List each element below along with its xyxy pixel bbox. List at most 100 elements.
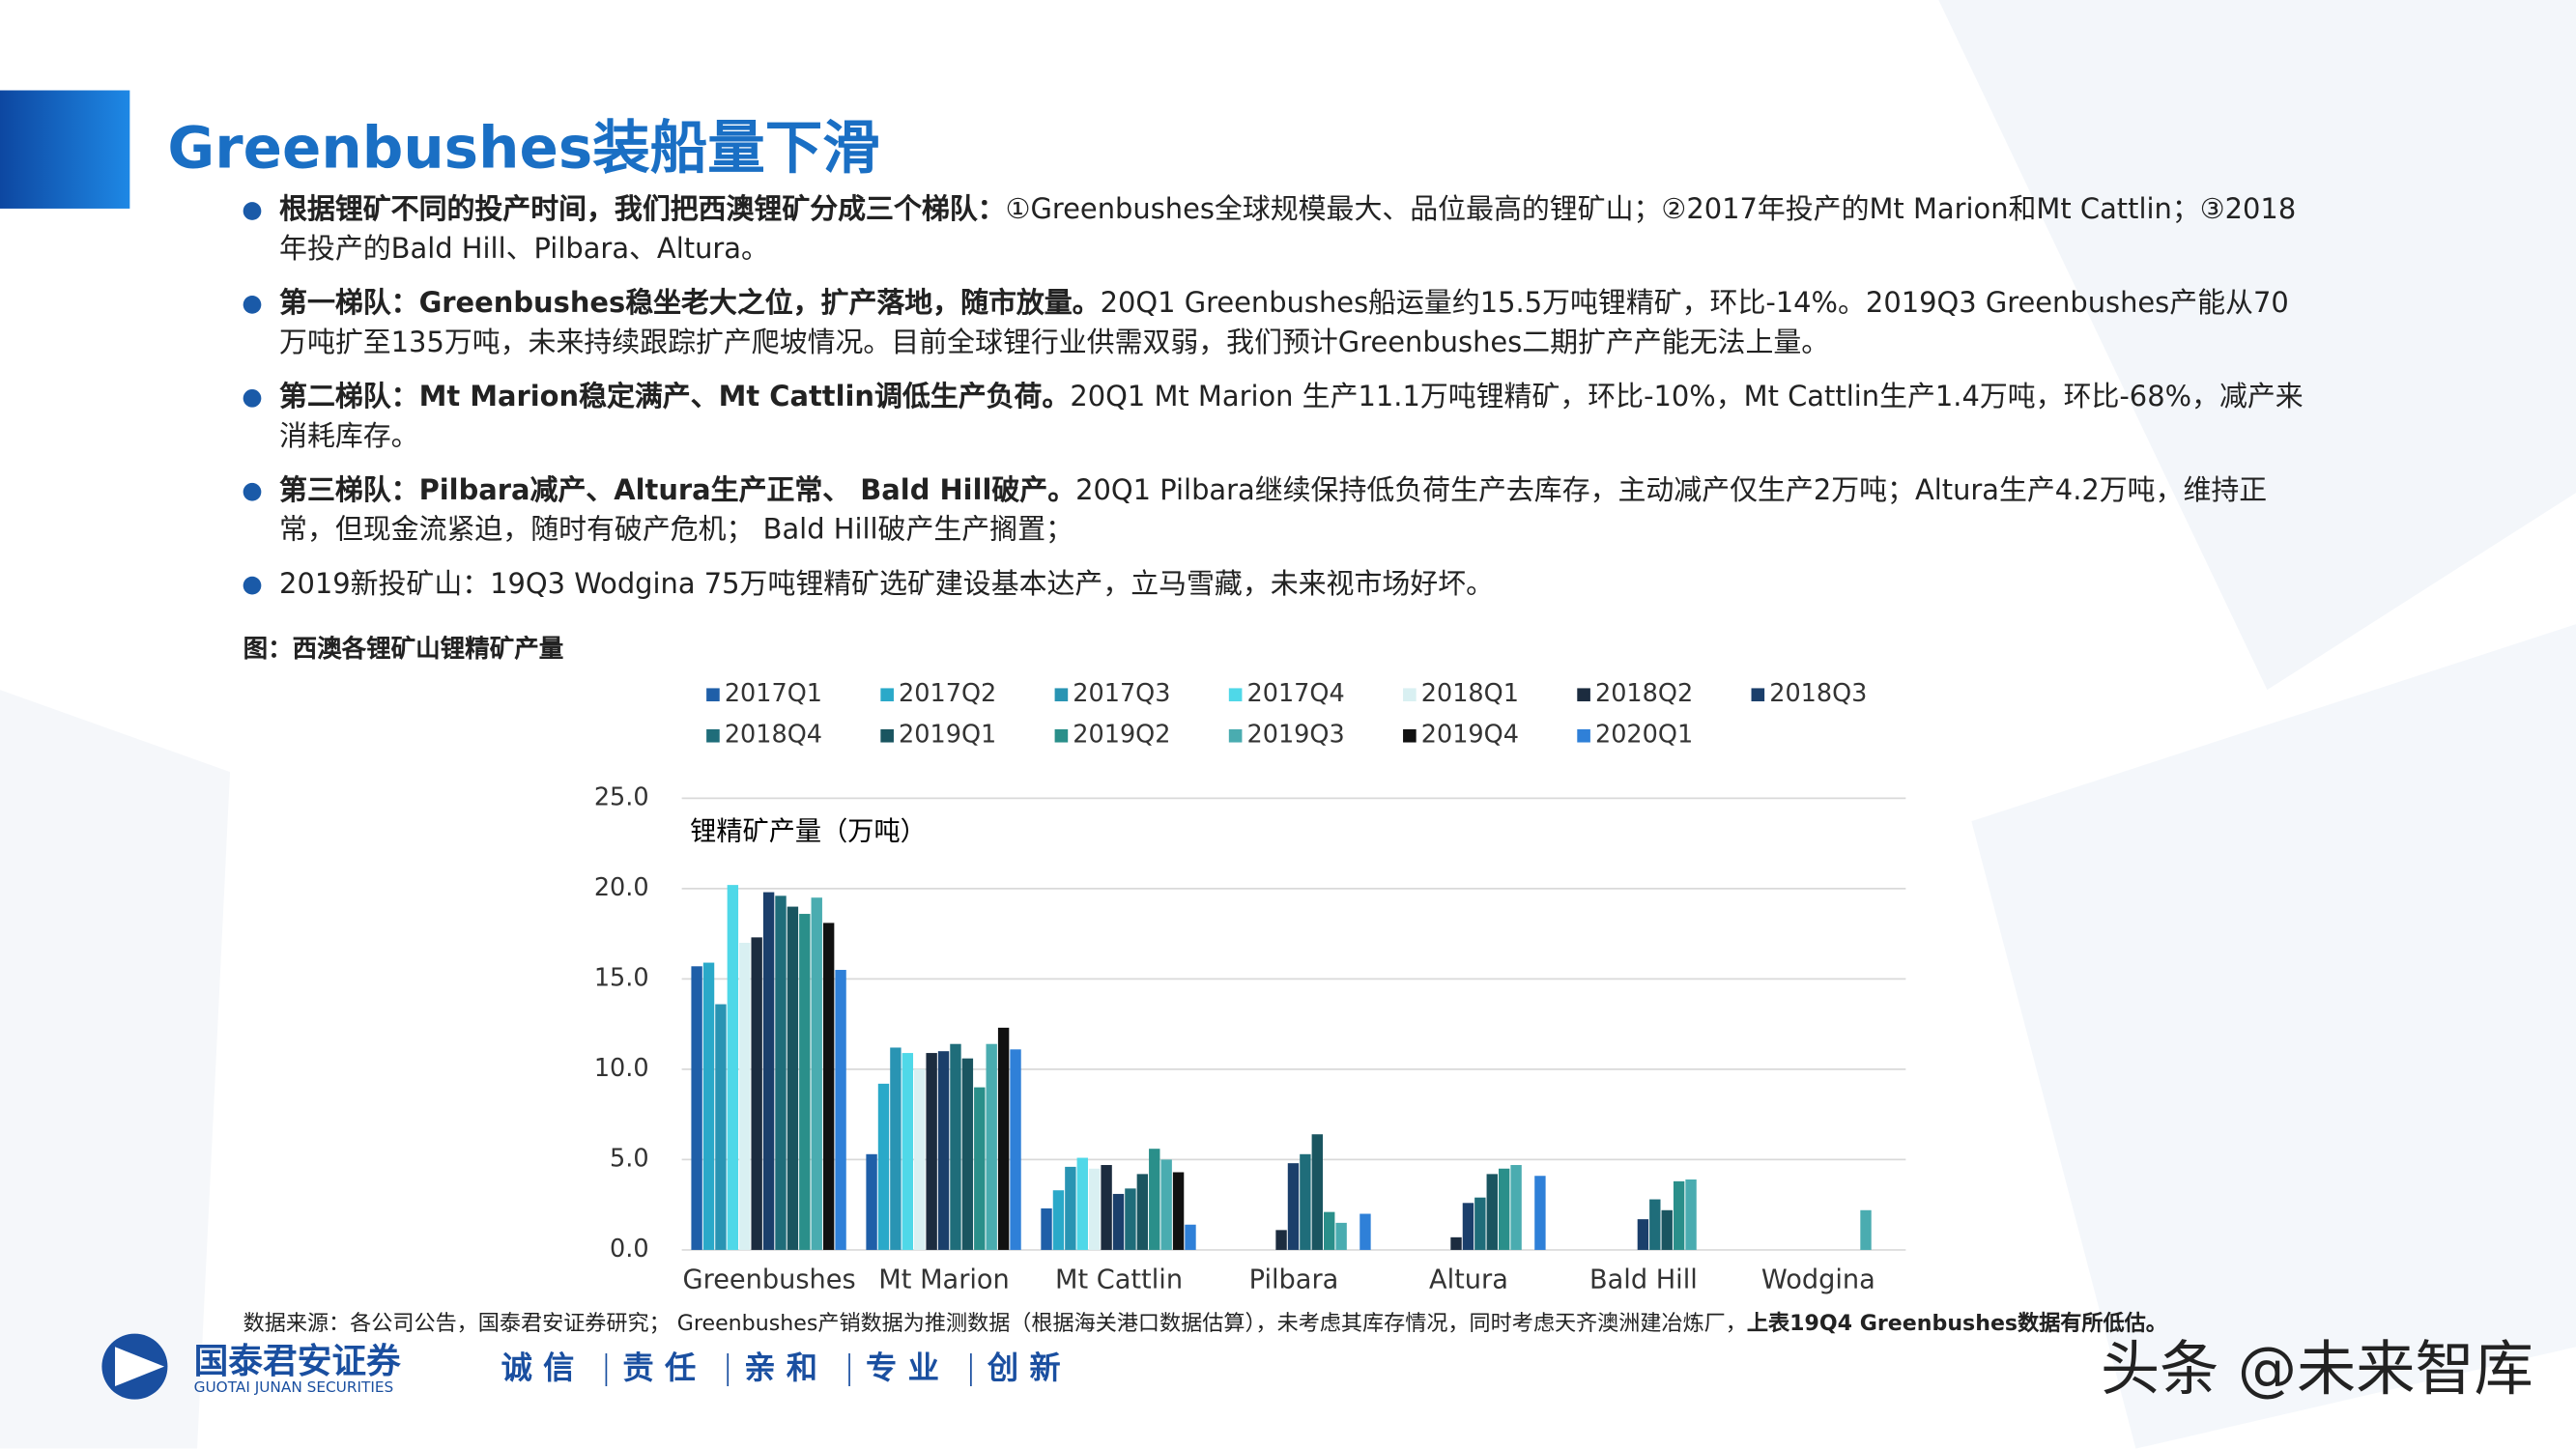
y-tick-label: 25.0: [594, 782, 649, 811]
chart: 锂精矿产量（万吨） 0.0 5.0 10.0 15.0 20.0 25.0 Greenbus…: [594, 679, 1906, 1295]
bar: [1462, 1203, 1474, 1250]
bar: [811, 897, 822, 1250]
bar: [1160, 1159, 1172, 1250]
bar: [727, 885, 739, 1250]
bar: [1136, 1174, 1149, 1250]
bar: [1125, 1188, 1136, 1250]
title-block: [0, 90, 130, 209]
bullet: 第三梯队：Pilbara减产、Altura生产正常、 Bald Hill破产。2…: [243, 473, 2317, 551]
legend-label: 2017Q4: [1247, 679, 1345, 708]
bar: [950, 1043, 961, 1250]
legend-swatch: [1577, 688, 1590, 702]
bar: [1300, 1153, 1311, 1250]
bar: [1486, 1174, 1498, 1250]
bar: [1335, 1222, 1347, 1250]
bullet-text: ①Greenbushes全球规模最大、品位最高的锂矿山；②2017年投产的Mt …: [279, 193, 2297, 266]
bar: [702, 962, 715, 1250]
x-tick-label: Bald Hill: [1589, 1265, 1698, 1295]
footer: 国泰君安证券 GUOTAI JUNAN SECURITIES 诚 信 责 任 亲 和…: [101, 1333, 2533, 1404]
legend-swatch: [706, 728, 720, 743]
x-tick-label: Mt Marion: [878, 1265, 1009, 1295]
slogan-item: 诚 信: [501, 1350, 575, 1386]
bullet-lead: 根据锂矿不同的投产时间，我们把西澳锂矿分成三个梯队：: [279, 193, 1006, 227]
y-tick-label: 10.0: [594, 1054, 649, 1083]
bar: [1076, 1157, 1088, 1250]
bullet-text: 20Q1 Mt Marion 生产11.1万吨锂精矿，环比-10%，Mt Cat…: [279, 381, 2304, 453]
bar: [1287, 1163, 1300, 1250]
bar: [799, 914, 811, 1250]
bullet: 第二梯队：Mt Marion稳定满产、Mt Cattlin调低生产负荷。20Q1…: [243, 380, 2317, 457]
x-tick-label: Mt Cattlin: [1055, 1265, 1183, 1295]
bar: [1360, 1213, 1371, 1250]
bar: [914, 1068, 926, 1250]
legend-label: 2017Q1: [725, 679, 822, 708]
legend-label: 2018Q3: [1769, 679, 1867, 708]
bar: [1498, 1168, 1510, 1250]
slogan-item: 责 任: [622, 1350, 696, 1386]
bar: [1661, 1209, 1673, 1250]
bar: [1637, 1219, 1649, 1250]
bar: [1649, 1199, 1661, 1250]
legend-swatch: [1054, 728, 1069, 743]
legend-swatch: [1403, 688, 1417, 702]
bar: [1324, 1211, 1335, 1250]
bar: [1101, 1165, 1112, 1250]
figure-caption: 图：西澳各锂矿山锂精矿产量: [243, 634, 564, 664]
legend-swatch: [1577, 728, 1590, 743]
bar: [1065, 1166, 1076, 1250]
bar: [835, 970, 846, 1250]
legend-swatch: [1751, 688, 1765, 702]
axis-title: 锂精矿产量（万吨）: [690, 817, 927, 847]
legend-swatch: [1228, 688, 1243, 702]
bar: [1149, 1149, 1160, 1250]
bar: [691, 966, 702, 1250]
legend-swatch: [880, 728, 894, 743]
x-tick-label: Pilbara: [1249, 1265, 1339, 1295]
bar: [775, 895, 787, 1250]
legend-label: 2019Q3: [1247, 721, 1345, 750]
legend-label: 2017Q3: [1073, 679, 1170, 708]
bar: [1275, 1230, 1287, 1250]
bar: [1860, 1209, 1872, 1250]
bar: [902, 1053, 914, 1250]
legend-swatch: [880, 688, 894, 702]
bar: [751, 937, 762, 1250]
bullet-lead: 第一梯队：Greenbushes稳坐老大之位，扩产落地，随市放量。: [279, 287, 1101, 321]
watermark: 头条 @未来智库: [2101, 1335, 2533, 1404]
bullet-text: 2019新投矿山：19Q3 Wodgina 75万吨锂精矿选矿建设基本达产，立马…: [279, 568, 1494, 602]
bar: [986, 1043, 997, 1250]
y-tick-label: 20.0: [594, 873, 649, 902]
bar: [926, 1053, 937, 1250]
legend-label: 2018Q1: [1421, 679, 1519, 708]
slogan-item: 创 新: [987, 1350, 1061, 1386]
slide-title: Greenbushes装船量下滑: [167, 116, 880, 183]
bar: [1673, 1180, 1685, 1250]
bar: [937, 1051, 950, 1250]
bar: [877, 1083, 890, 1250]
bar: [961, 1058, 974, 1250]
bar: [1052, 1190, 1065, 1250]
bar: [822, 923, 835, 1250]
legend-label: 2020Q1: [1595, 721, 1693, 750]
bar: [1311, 1134, 1323, 1250]
bar: [1685, 1179, 1697, 1250]
bar: [1534, 1176, 1546, 1250]
bar: [997, 1027, 1010, 1250]
bar: [1450, 1236, 1462, 1250]
bar: [866, 1153, 877, 1250]
legend-label: 2019Q1: [899, 721, 996, 750]
bar: [1088, 1168, 1101, 1250]
bar: [1010, 1049, 1021, 1250]
x-tick-label: Greenbushes: [683, 1265, 856, 1295]
source-bold: 上表19Q4 Greenbushes数据有所低估。: [1746, 1312, 2167, 1338]
bullet-lead: 第三梯队：Pilbara减产、Altura生产正常、 Bald Hill破产。: [279, 474, 1076, 508]
bar: [1474, 1197, 1486, 1250]
bullet-text: 20Q1 Pilbara继续保持低负荷生产去库存，主动减产仅生产2万吨；Altu…: [279, 474, 2268, 547]
bar: [1185, 1224, 1196, 1250]
bar: [787, 906, 799, 1250]
bar: [1112, 1193, 1125, 1250]
source-text: 数据来源：各公司公告，国泰君安证券研究； Greenbushes产销数据为推测数…: [243, 1312, 1747, 1338]
